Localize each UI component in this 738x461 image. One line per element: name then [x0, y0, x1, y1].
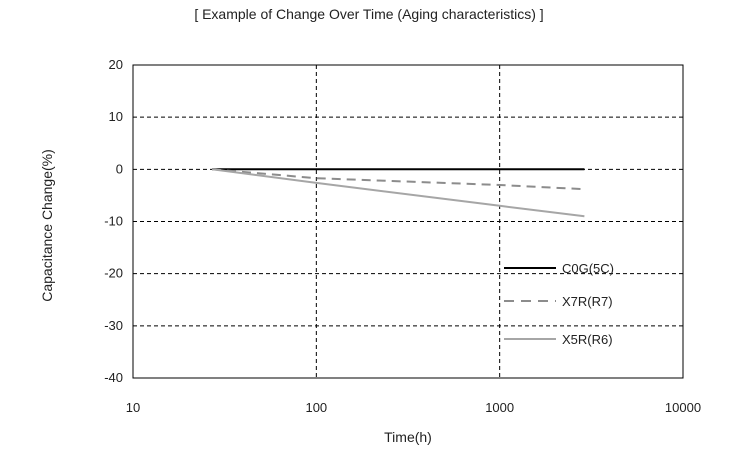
x-tick-label: 1000 [485, 400, 514, 415]
y-tick-label: -30 [104, 318, 123, 333]
x-tick-label: 10000 [665, 400, 701, 415]
y-tick-label: 0 [116, 161, 123, 176]
legend-label: C0G(5C) [562, 261, 614, 276]
series-line-2 [212, 168, 585, 191]
x-axis-label: Time(h) [384, 429, 432, 445]
legend-label: X5R(R6) [562, 332, 613, 347]
y-tick-label: -40 [104, 370, 123, 385]
y-axis-label: Capacitance Change(%) [39, 149, 55, 302]
y-tick-label: -20 [104, 266, 123, 281]
x-tick-labels: 10 100 1000 10000 [126, 400, 701, 415]
legend-label: X7R(R7) [562, 294, 613, 309]
y-tick-label: -10 [104, 214, 123, 229]
legend: C0G(5C) X7R(R7) X5R(R6) [504, 261, 614, 347]
x-tick-label: 10 [126, 400, 140, 415]
chart-title: [ Example of Change Over Time (Aging cha… [194, 6, 544, 22]
plot-frame [132, 64, 684, 379]
y-tick-label: 20 [109, 57, 123, 72]
y-tick-labels: 20 10 0 -10 -20 -30 -40 [104, 57, 123, 385]
y-tick-label: 10 [109, 109, 123, 124]
x-tick-label: 100 [305, 400, 327, 415]
series-line-3 [211, 168, 585, 218]
series-lines [211, 168, 585, 218]
